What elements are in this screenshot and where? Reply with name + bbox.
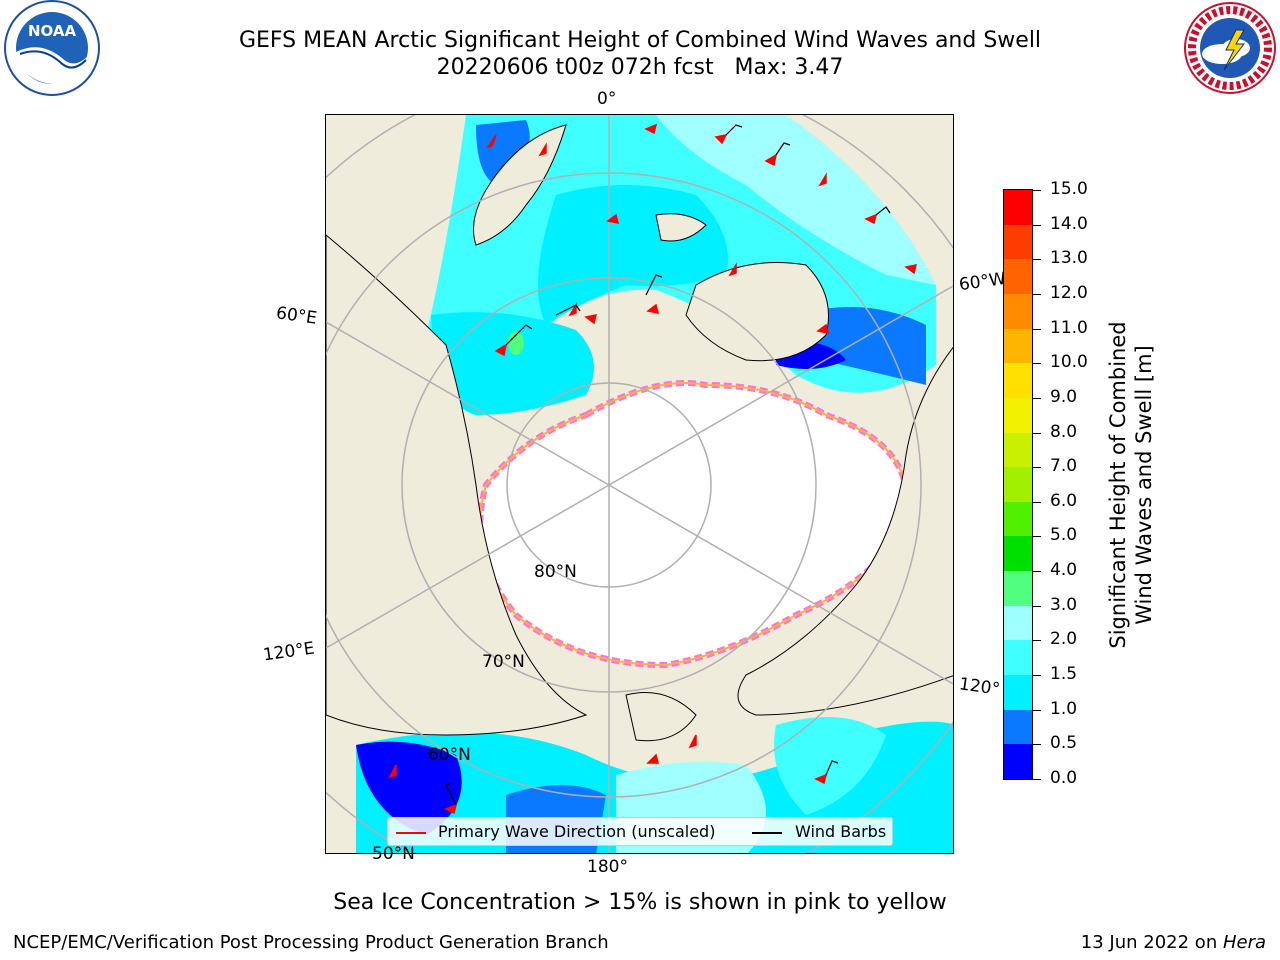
noaa-logo-text: NOAA <box>28 22 77 40</box>
polar-map <box>325 114 954 854</box>
colorbar-tick-label: 2.0 <box>1050 629 1078 650</box>
chart-subtitle: 20220606 t00z 072h fcst Max: 3.47 <box>436 55 844 80</box>
colorbar-tick-label: 11.0 <box>1050 317 1088 338</box>
colorbar-segment <box>1004 432 1032 468</box>
colorbar-segment <box>1004 675 1032 710</box>
colorbar-tick <box>1033 432 1041 434</box>
colorbar <box>1003 189 1033 780</box>
colorbar-tick-label: 13.0 <box>1050 248 1088 269</box>
colorbar-tick-label: 14.0 <box>1050 213 1088 234</box>
colorbar-segment <box>1004 293 1032 329</box>
colorbar-tick-label: 1.5 <box>1050 664 1078 685</box>
legend-wave-swatch <box>396 832 426 834</box>
colorbar-tick-label: 10.0 <box>1050 352 1088 373</box>
colorbar-tick <box>1033 501 1041 503</box>
colorbar-title-line2: Wind Waves and Swell [m] <box>1132 345 1156 625</box>
colorbar-tick <box>1033 363 1041 365</box>
legend-wave-label: Primary Wave Direction (unscaled) <box>438 822 716 841</box>
legend-barb-label: Wind Barbs <box>795 822 887 841</box>
colorbar-segment <box>1004 744 1032 779</box>
lat-label-60: 60°N <box>428 745 471 765</box>
colorbar-segment <box>1004 709 1032 745</box>
lon-label-180: 180° <box>587 857 628 877</box>
chart-title: GEFS MEAN Arctic Significant Height of C… <box>238 28 1042 53</box>
footer-org: NCEP/EMC/Verification Post Processing Pr… <box>13 932 609 953</box>
colorbar-tick-label: 5.0 <box>1050 525 1078 546</box>
footer-machine: Hera <box>1222 932 1266 953</box>
colorbar-segment <box>1004 328 1032 364</box>
colorbar-tick <box>1033 709 1041 711</box>
arctic-ice <box>480 383 907 665</box>
atlantic-swell-band <box>656 115 936 285</box>
wave-direction-arrows <box>388 123 918 815</box>
lon-label-120e: 120°E <box>261 638 316 666</box>
colorbar-segment <box>1004 571 1032 606</box>
colorbar-tick <box>1033 467 1041 469</box>
colorbar-segment <box>1004 259 1032 294</box>
labrador-sea <box>796 307 926 385</box>
scandinavia <box>473 124 567 246</box>
graticule <box>326 115 953 853</box>
colorbar-tick-label: 4.0 <box>1050 560 1078 581</box>
lon-label-60e: 60°E <box>274 303 319 329</box>
colorbar-tick <box>1033 744 1041 746</box>
lon-label-120w: 120° <box>957 674 1002 700</box>
colorbar-tick <box>1033 571 1041 573</box>
colorbar-tick <box>1033 675 1041 677</box>
colorbar-title: Significant Height of Combined Wind Wave… <box>1105 305 1157 665</box>
colorbar-tick-label: 9.0 <box>1050 386 1078 407</box>
wind-barbs <box>445 124 891 806</box>
colorbar-tick-label: 8.0 <box>1050 421 1078 442</box>
colorbar-tick <box>1033 224 1041 226</box>
baltic-sea <box>476 120 530 185</box>
colorbar-segment <box>1004 397 1032 433</box>
colorbar-tick <box>1033 190 1041 191</box>
colorbar-title-line1: Significant Height of Combined <box>1106 321 1130 649</box>
barents-sea <box>431 312 594 415</box>
colorbar-tick-label: 7.0 <box>1050 456 1078 477</box>
colorbar-segment <box>1004 501 1032 537</box>
lon-label-0: 0° <box>597 89 617 109</box>
greenland <box>685 262 829 362</box>
colorbar-tick-label: 0.0 <box>1050 768 1078 788</box>
colorbar-tick <box>1033 328 1041 330</box>
colorbar-tick-label: 3.0 <box>1050 594 1078 615</box>
sea-ice-caption: Sea Ice Concentration > 15% is shown in … <box>333 890 947 915</box>
okhotsk-sea <box>356 741 462 835</box>
colorbar-segment <box>1004 467 1032 502</box>
colorbar-segment <box>1004 190 1032 225</box>
barents-peak <box>508 331 524 355</box>
colorbar-segment <box>1004 363 1032 398</box>
colorbar-tick-label: 15.0 <box>1050 179 1088 199</box>
colorbar-tick <box>1033 605 1041 607</box>
colorbar-tick <box>1033 536 1041 538</box>
legend-barb-swatch <box>752 832 782 834</box>
map-legend: Primary Wave Direction (unscaled) Wind B… <box>387 817 893 846</box>
nws-logo <box>1178 0 1280 104</box>
lat-label-50: 50°N <box>372 844 415 864</box>
colorbar-segment <box>1004 605 1032 641</box>
colorbar-tick-label: 12.0 <box>1050 282 1088 303</box>
footer-date: 13 Jun 2022 on Hera <box>1081 932 1266 953</box>
polar-map-canvas <box>326 115 953 853</box>
colorbar-tick <box>1033 293 1041 295</box>
colorbar-tick <box>1033 397 1041 399</box>
colorbar-tick-label: 0.5 <box>1050 733 1078 754</box>
colorbar-tick <box>1033 259 1041 261</box>
noaa-logo: NOAA <box>0 0 104 104</box>
north-america <box>737 346 953 716</box>
colorbar-tick <box>1033 640 1041 642</box>
lat-label-80: 80°N <box>534 562 577 582</box>
colorbar-segment <box>1004 224 1032 260</box>
colorbar-tick-label: 6.0 <box>1050 490 1078 511</box>
colorbar-tick <box>1033 779 1041 780</box>
colorbar-segment <box>1004 536 1032 572</box>
colorbar-tick-label: 1.0 <box>1050 698 1078 719</box>
lon-label-60w: 60°W <box>957 268 1008 296</box>
colorbar-segment <box>1004 640 1032 676</box>
lat-label-70: 70°N <box>482 652 525 672</box>
footer-date-text: 13 Jun 2022 on <box>1080 932 1223 953</box>
